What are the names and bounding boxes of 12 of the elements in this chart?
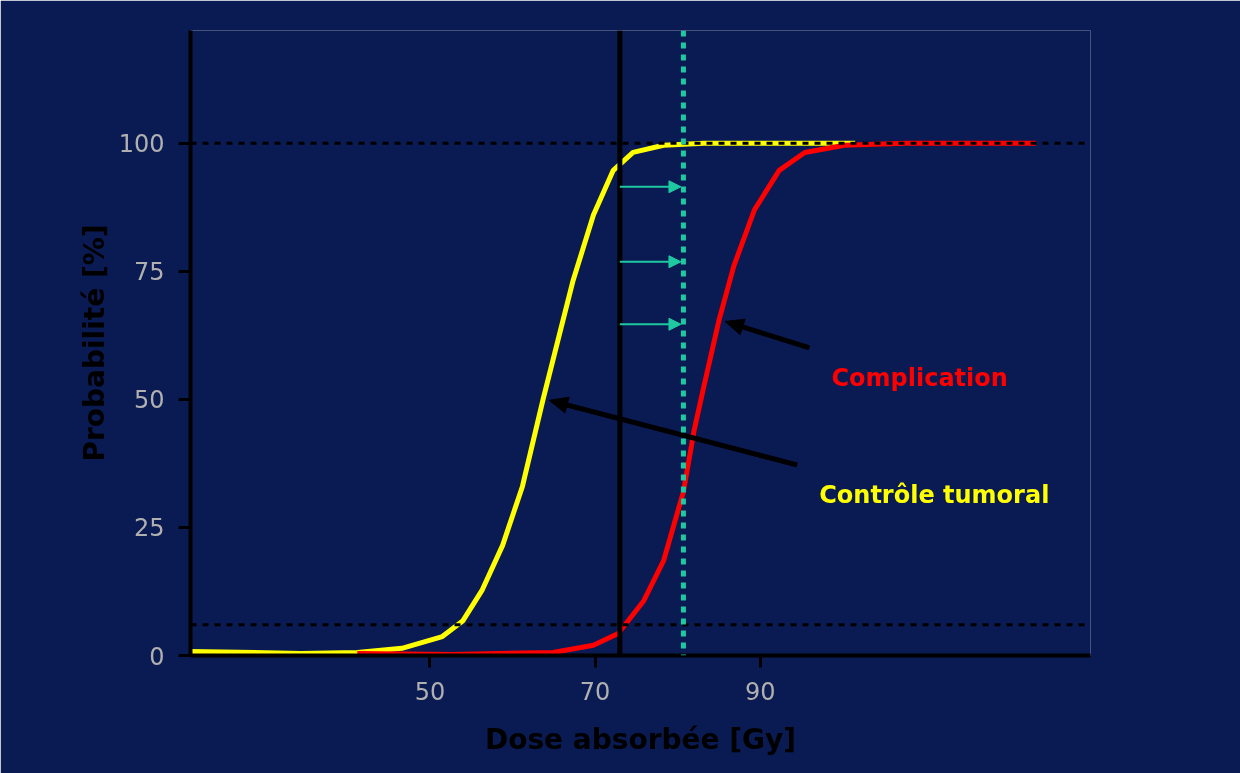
- x-tick-label: 90: [744, 677, 776, 706]
- y-tick-label: 50: [133, 386, 165, 415]
- x-tick-label: 50: [414, 677, 446, 706]
- y-tick-label: 25: [133, 514, 165, 543]
- text: Complication: [831, 363, 1008, 392]
- y-tick-label: 75: [133, 258, 165, 287]
- text: Contrôle tumoral: [819, 481, 1050, 510]
- y-tick-label: 0: [149, 642, 165, 671]
- x-tick-label: 70: [579, 677, 611, 706]
- y-tick-label: 100: [118, 130, 165, 159]
- x-axis-title: Dose absorbée [Gy]: [484, 722, 797, 756]
- y-axis-title: Probabilité [%]: [77, 224, 111, 462]
